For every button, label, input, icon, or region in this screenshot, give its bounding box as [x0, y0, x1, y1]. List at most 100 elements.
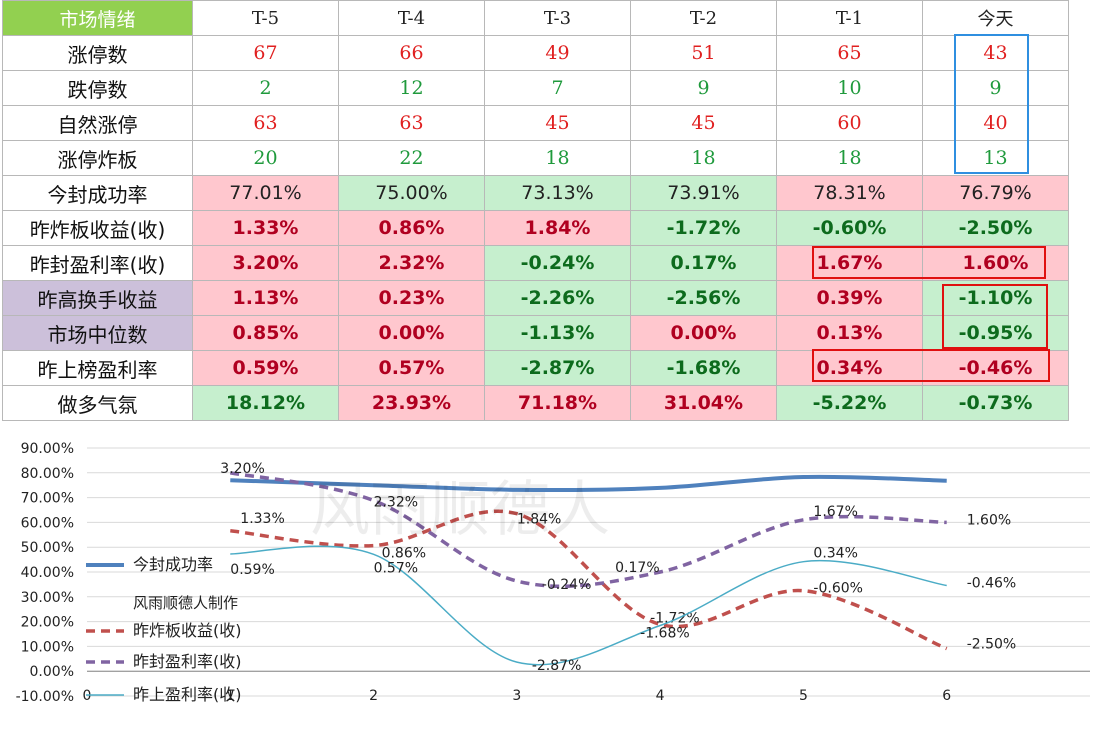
legend-entry: 昨炸板收益(收) [133, 621, 242, 640]
table-cell: 63 [192, 105, 339, 141]
table-cell: 0.39% [776, 280, 923, 316]
table-cell: -2.56% [630, 280, 777, 316]
row-label: 昨上榜盈利率 [2, 350, 193, 386]
data-label: 0.86% [382, 546, 426, 562]
table-cell: 49 [484, 35, 631, 71]
table-cell: 1.84% [484, 210, 631, 246]
table-cell: 1.13% [192, 280, 339, 316]
series-line [230, 545, 947, 666]
data-label: 1.60% [967, 512, 1011, 528]
table-cell: 75.00% [338, 175, 485, 211]
data-label: 1.84% [517, 512, 561, 528]
table-cell: 18 [630, 140, 777, 176]
table-cell: 66 [338, 35, 485, 71]
series-line [229, 471, 947, 589]
table-cell: -1.72% [630, 210, 777, 246]
table-row: 涨停数 67 66 49 51 65 43 [2, 35, 1069, 71]
data-label: -2.87% [532, 658, 582, 674]
x-tick-label: 1 [226, 688, 235, 704]
table-cell: -1.13% [484, 315, 631, 351]
legend-entry: 昨上盈利率(收) [133, 685, 242, 704]
row-label: 自然涨停 [2, 105, 193, 141]
y-tick-label: 10.00% [21, 639, 74, 655]
table-cell: -2.50% [922, 210, 1069, 246]
table-cell: 1.67% [776, 245, 923, 281]
row-label: 市场中位数 [2, 315, 193, 351]
table-cell: -0.60% [776, 210, 923, 246]
table-cell: 12 [338, 70, 485, 106]
table-cell: 7 [484, 70, 631, 106]
zfyl-highlight-box-1 [812, 246, 1046, 279]
row-label: 昨封盈利率(收) [2, 245, 193, 281]
table-cell: -1.68% [630, 350, 777, 386]
table-cell: -1.10% [922, 280, 1069, 316]
table-cell: 45 [630, 105, 777, 141]
table-cell: 9 [630, 70, 777, 106]
table-cell: 0.00% [338, 315, 485, 351]
data-label: -0.46% [967, 576, 1017, 592]
column-header: T-3 [484, 0, 631, 36]
data-label: 2.32% [374, 495, 418, 511]
y-tick-label: 90.00% [21, 441, 74, 457]
x-tick-label: 2 [369, 688, 378, 704]
data-label: -0.24% [542, 577, 592, 593]
table-cell: 63 [338, 105, 485, 141]
column-header: T-5 [192, 0, 339, 36]
row-label: 跌停数 [2, 70, 193, 106]
table-cell: 22 [338, 140, 485, 176]
row-label: 昨高换手收益 [2, 280, 193, 316]
table-cell: 2 [192, 70, 339, 106]
shangbang-highlight-box [812, 349, 1050, 382]
table-cell: 0.17% [630, 245, 777, 281]
table-row: 自然涨停 63 63 45 45 60 40 [2, 105, 1069, 141]
x-tick-label: 4 [656, 688, 665, 704]
data-label: -1.72% [650, 610, 700, 626]
table-cell: 10 [776, 70, 923, 106]
table-cell: 76.79% [922, 175, 1069, 211]
column-header: T-2 [630, 0, 777, 36]
table-cell: 9 [922, 70, 1069, 106]
table-cell: -2.87% [484, 350, 631, 386]
series-line [230, 474, 947, 493]
x-tick-label: 6 [942, 688, 951, 704]
table-cell: 18 [776, 140, 923, 176]
table-cell: 73.91% [630, 175, 777, 211]
data-label: 0.17% [615, 560, 659, 576]
data-label: 0.57% [374, 560, 418, 576]
today-highlight-box [954, 34, 1029, 174]
data-label: 1.67% [813, 504, 857, 520]
x-tick-label: 5 [799, 688, 808, 704]
table-cell: -0.24% [484, 245, 631, 281]
table-cell: 40 [922, 105, 1069, 141]
y-tick-label: 70.00% [21, 491, 74, 507]
table-cell: 0.85% [192, 315, 339, 351]
table-header-row: 市场情绪 T-5 T-4 T-3 T-2 T-1 今天 [2, 0, 1069, 36]
table-row: 涨停炸板 20 22 18 18 18 13 [2, 140, 1069, 176]
y-tick-label: -10.00% [16, 689, 74, 705]
table-row: 今封成功率 77.01% 75.00% 73.13% 73.91% 78.31% 76.79… [2, 175, 1069, 211]
table-cell: -0.73% [922, 385, 1069, 421]
watermark-text: 风雨顺德人 [310, 475, 610, 545]
data-label: 3.20% [220, 461, 264, 477]
table-cell: 0.59% [192, 350, 339, 386]
table-cell: 65 [776, 35, 923, 71]
table-row: 昨高换手收益 1.13% 0.23% -2.26% -2.56% 0.39% -1.10% [2, 280, 1069, 316]
x-tick-label: 3 [512, 688, 521, 704]
table-cell: 0.86% [338, 210, 485, 246]
table-cell: 60 [776, 105, 923, 141]
table-row: 跌停数 2 12 7 9 10 9 [2, 70, 1069, 106]
row-label: 涨停炸板 [2, 140, 193, 176]
table-cell: 18.12% [192, 385, 339, 421]
row-label: 今封成功率 [2, 175, 193, 211]
sentiment-line-chart: -10.00% 0.00% 10.00% 20.00% 30.00% 40.00% 50.0… [16, 441, 1090, 705]
column-header: T-1 [776, 0, 923, 36]
table-cell: 18 [484, 140, 631, 176]
y-tick-label: 40.00% [21, 565, 74, 581]
table-row: 做多气氛 18.12% 23.93% 71.18% 31.04% -5.22% -0.73% [2, 385, 1069, 421]
y-tick-label: 0.00% [30, 664, 74, 680]
corner-label: 市场情绪 [2, 0, 193, 36]
table-cell: 3.20% [192, 245, 339, 281]
y-tick-label: 60.00% [21, 515, 74, 531]
row-label: 涨停数 [2, 35, 193, 71]
table-row: 市场中位数 0.85% 0.00% -1.13% 0.00% 0.13% -0.95% [2, 315, 1069, 351]
